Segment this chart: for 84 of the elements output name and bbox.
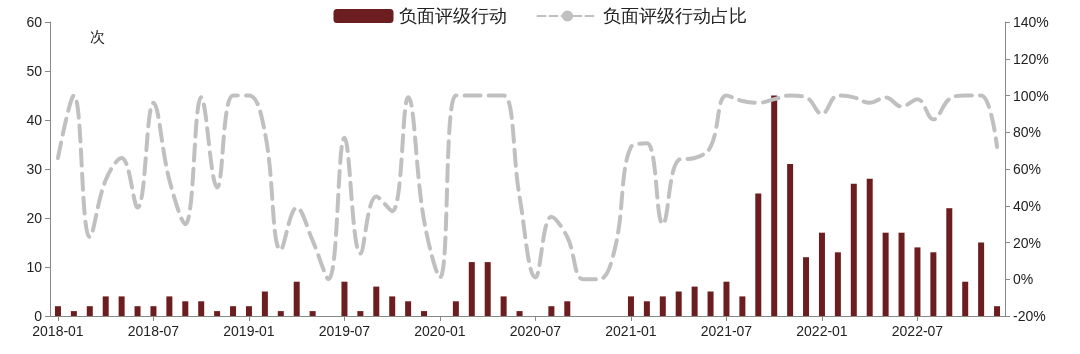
y2-tick-label: 80% xyxy=(1013,124,1042,141)
y-tick-label: 50 xyxy=(26,63,43,79)
x-tick-label: 2020-01 xyxy=(414,323,466,339)
bar xyxy=(452,301,459,316)
bar xyxy=(755,193,762,316)
y2-tick-label: -20% xyxy=(1013,308,1046,324)
bar xyxy=(707,291,714,316)
bar xyxy=(86,306,93,316)
y2-tick-label: 140% xyxy=(1013,14,1049,30)
y2-tick-label: 100% xyxy=(1013,87,1049,104)
x-tick-label: 2019-01 xyxy=(223,323,275,339)
bar xyxy=(389,296,396,316)
bar xyxy=(691,286,698,316)
bar xyxy=(484,262,491,316)
bar xyxy=(468,262,475,316)
bar xyxy=(627,296,634,316)
bar xyxy=(930,252,937,316)
y-tick-label: 10 xyxy=(26,259,43,275)
bar xyxy=(198,301,205,316)
bar xyxy=(70,311,77,316)
bar xyxy=(214,311,221,316)
bar xyxy=(850,183,857,316)
y2-tick-label: 20% xyxy=(1013,234,1042,251)
x-tick-label: 2018-01 xyxy=(32,323,84,339)
bar xyxy=(261,291,268,316)
y2-tick-label: 40% xyxy=(1013,197,1042,214)
bar xyxy=(946,208,953,316)
bar xyxy=(882,232,889,316)
legend-label: 负面评级行动 xyxy=(398,6,507,26)
bar xyxy=(118,296,125,316)
x-tick-label: 2018-07 xyxy=(127,323,180,339)
line-series xyxy=(55,93,1000,282)
bar xyxy=(182,301,189,316)
bar xyxy=(134,306,141,316)
y-axis-title: 次 xyxy=(90,28,105,45)
bar xyxy=(357,311,364,316)
bar xyxy=(54,306,61,316)
bar xyxy=(978,242,985,316)
bar xyxy=(962,281,969,316)
bar xyxy=(341,281,348,316)
bar xyxy=(659,296,666,316)
bar xyxy=(866,178,873,316)
x-tick-label: 2022-07 xyxy=(891,323,944,339)
bar xyxy=(245,306,252,316)
y2-tick-label: 60% xyxy=(1013,161,1042,177)
bar xyxy=(803,257,810,316)
x-tick-label: 2022-01 xyxy=(796,323,848,339)
bar xyxy=(500,296,507,316)
bar xyxy=(723,281,730,316)
bar xyxy=(787,164,794,316)
bar xyxy=(166,296,173,316)
y-tick-label: 30 xyxy=(26,161,43,177)
bar xyxy=(405,301,412,316)
bar xyxy=(150,306,157,316)
y-tick-label: 40 xyxy=(26,112,43,128)
x-tick-label: 2019-07 xyxy=(318,323,371,339)
bar xyxy=(102,296,109,316)
x-tick-label: 2020-07 xyxy=(509,323,562,339)
bar xyxy=(898,232,905,316)
y-tick-label: 20 xyxy=(26,210,43,226)
bar xyxy=(516,311,523,316)
bar xyxy=(421,311,428,316)
bar xyxy=(994,306,1001,316)
y-tick-label: 0 xyxy=(34,308,43,324)
bar xyxy=(771,95,778,316)
legend-label: 负面评级行动占比 xyxy=(602,6,747,26)
bar xyxy=(230,306,237,316)
bar xyxy=(818,232,825,316)
bar xyxy=(675,291,682,316)
bar xyxy=(373,286,380,316)
bar xyxy=(309,311,316,316)
bar xyxy=(643,301,650,316)
x-tick-label: 2021-01 xyxy=(605,323,657,339)
bar xyxy=(914,247,921,316)
bar xyxy=(548,306,555,316)
bar xyxy=(834,252,841,316)
y2-tick-label: 0% xyxy=(1013,271,1034,288)
bar xyxy=(277,311,284,316)
bar xyxy=(739,296,746,316)
x-tick-label: 2021-07 xyxy=(700,323,753,339)
y-tick-label: 60 xyxy=(26,14,43,30)
y2-tick-label: 120% xyxy=(1013,50,1049,67)
bar xyxy=(564,301,571,316)
bar xyxy=(293,281,300,316)
